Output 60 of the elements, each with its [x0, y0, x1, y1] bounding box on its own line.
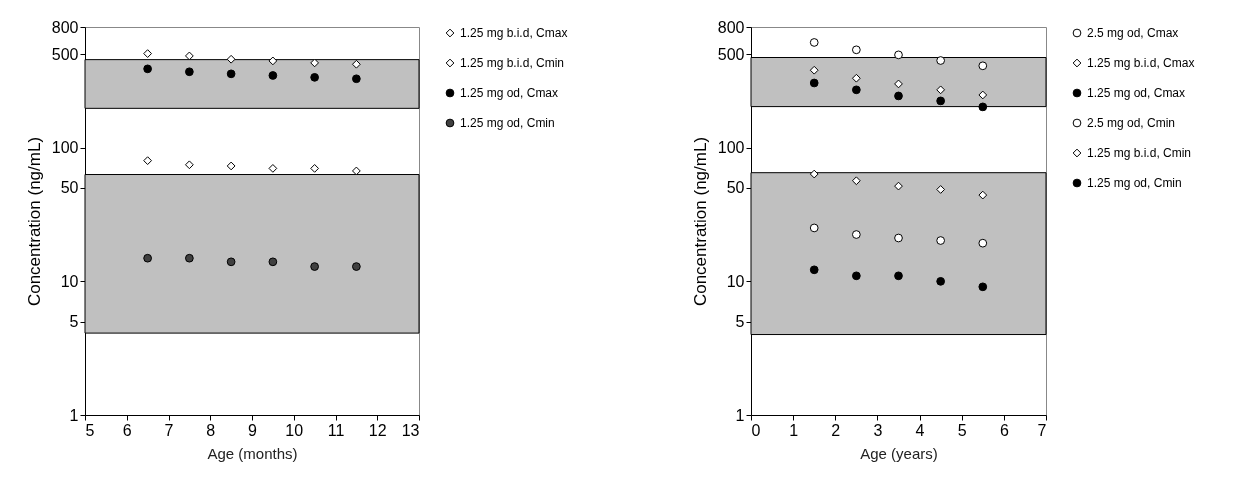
- point: [310, 58, 319, 68]
- point: [310, 72, 319, 82]
- x-tick-label: 11: [327, 421, 345, 439]
- legend-label: 1.25 mg od, Cmin: [1087, 176, 1182, 190]
- y-axis-title: Concentration (ng/mL): [690, 136, 710, 307]
- y-tick-label: 10: [726, 272, 745, 290]
- legend-label: 1.25 mg b.i.d, Cmax: [460, 26, 568, 40]
- legend-label: 1.25 mg b.i.d, Cmin: [1087, 146, 1192, 160]
- legend-label: 1.25 mg od, Cmax: [1087, 86, 1186, 100]
- legend-label: 2.5 mg od, Cmin: [1087, 116, 1176, 130]
- point: [226, 69, 236, 79]
- y-tick-label: 1: [735, 406, 745, 424]
- point: [352, 262, 361, 271]
- legend-label: 1.25 mg b.i.d, Cmax: [1087, 56, 1195, 70]
- y-tick-label: 100: [717, 139, 745, 157]
- x-tick-label: 4: [915, 421, 925, 439]
- point: [143, 253, 152, 263]
- point: [352, 59, 361, 69]
- x-tick-label: 13: [401, 421, 420, 439]
- y-tick-label: 50: [726, 179, 745, 197]
- x-tick-label: 0: [751, 421, 761, 439]
- point: [185, 253, 194, 263]
- point: [185, 67, 194, 77]
- legend-label: 1.25 mg od, Cmax: [460, 86, 559, 100]
- y-tick-label: 500: [51, 45, 79, 63]
- y-tick-label: 1: [69, 406, 79, 424]
- y-tick-label: 10: [60, 272, 79, 290]
- legend-label: 1.25 mg od, Cmin: [460, 116, 555, 130]
- y-tick-label: 800: [51, 18, 79, 36]
- point: [268, 56, 278, 66]
- x-tick-label: 6: [122, 421, 132, 439]
- x-tick-label: 1: [789, 421, 799, 439]
- x-tick-label: 7: [1037, 421, 1047, 439]
- legend-label: 1.25 mg b.i.d, Cmin: [460, 56, 565, 70]
- y-axis-title: Concentration (ng/mL): [24, 136, 44, 307]
- x-tick-label: 7: [164, 421, 174, 439]
- x-tick-label: 3: [873, 421, 883, 439]
- point: [352, 74, 361, 84]
- point: [310, 262, 319, 271]
- point: [143, 64, 152, 74]
- y-tick-label: 100: [51, 139, 79, 157]
- y-tick-label: 50: [60, 179, 79, 197]
- legend-label: 2.5 mg od, Cmax: [1087, 26, 1179, 40]
- x-tick-label: 10: [285, 421, 304, 439]
- y-tick-label: 5: [69, 313, 79, 331]
- y-tick-label: 5: [735, 313, 745, 331]
- point: [226, 257, 236, 267]
- y-tick-label: 800: [717, 18, 745, 36]
- x-tick-label: 5: [85, 421, 95, 439]
- x-tick-label: 5: [957, 421, 967, 439]
- point: [268, 257, 278, 267]
- x-axis-title: Age (months): [207, 444, 298, 462]
- x-tick-label: 9: [248, 421, 258, 439]
- x-tick-label: 8: [206, 421, 216, 439]
- x-tick-label: 2: [831, 421, 841, 439]
- point: [268, 71, 278, 80]
- x-axis-title: Age (years): [860, 444, 938, 462]
- x-tick-label: 6: [999, 421, 1009, 439]
- y-tick-label: 500: [717, 45, 745, 63]
- x-tick-label: 12: [368, 421, 387, 439]
